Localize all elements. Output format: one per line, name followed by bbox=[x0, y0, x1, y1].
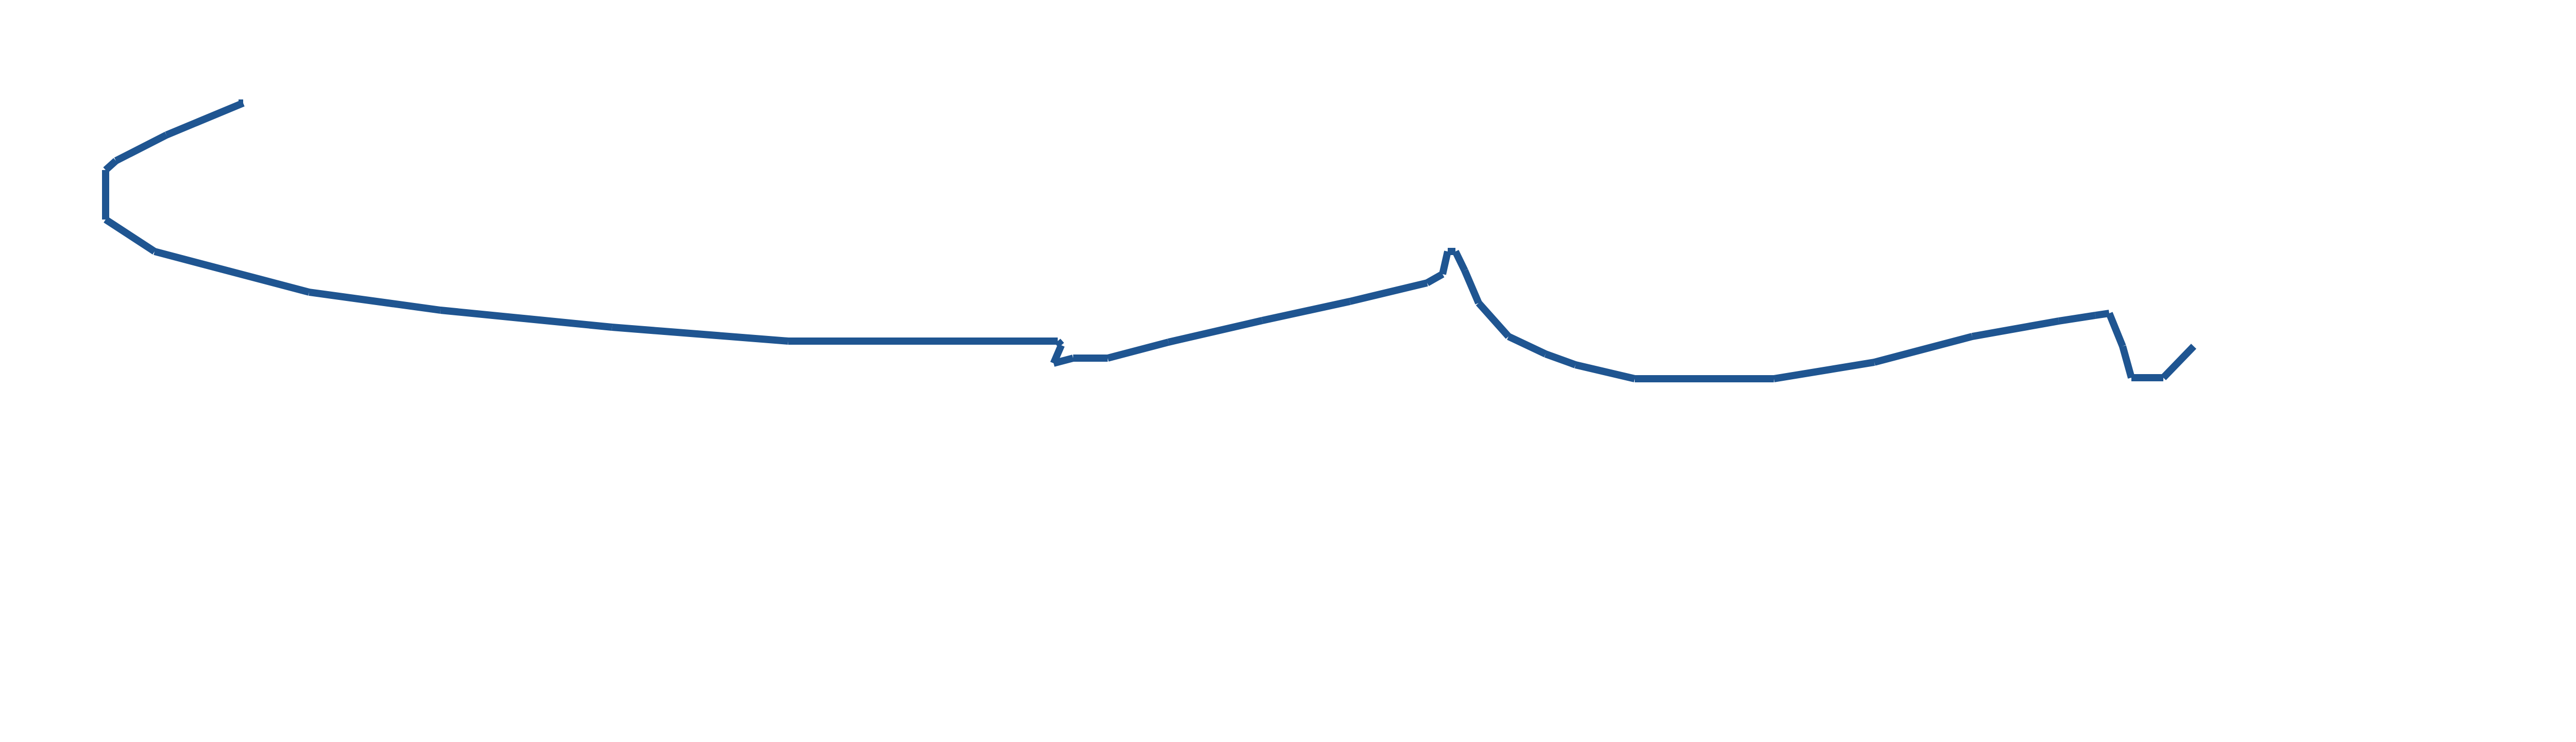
line-segment bbox=[1452, 249, 1468, 273]
line-segment bbox=[1971, 317, 2060, 340]
line-segment bbox=[1544, 350, 1577, 368]
line-segment bbox=[165, 99, 245, 139]
line-segment bbox=[1107, 339, 1170, 362]
line-segment bbox=[1425, 271, 1445, 286]
line-segment bbox=[612, 324, 789, 345]
line-segment bbox=[440, 307, 613, 331]
line-segment bbox=[104, 216, 157, 255]
line-segment bbox=[2094, 310, 2110, 319]
line-segment bbox=[1873, 333, 1973, 366]
line-segment bbox=[1461, 269, 1482, 305]
line-segment bbox=[2160, 344, 2197, 380]
line-segment bbox=[2106, 312, 2126, 348]
series-line bbox=[102, 99, 2197, 382]
line-segment bbox=[1507, 333, 1547, 358]
line-segment bbox=[1053, 355, 1074, 367]
line-segment bbox=[1349, 279, 1428, 305]
line-segment bbox=[2058, 312, 2096, 325]
line-segment bbox=[1439, 250, 1451, 275]
line-segment bbox=[1167, 317, 1263, 346]
line-segment bbox=[1773, 359, 1875, 382]
line-segment bbox=[1574, 361, 1636, 382]
line-segment bbox=[154, 248, 310, 296]
line-segment bbox=[1476, 300, 1512, 339]
line-segment bbox=[103, 158, 118, 173]
line-segment bbox=[1261, 298, 1351, 324]
line-segment bbox=[309, 289, 441, 314]
line-segment bbox=[114, 131, 168, 164]
line-segment bbox=[2119, 345, 2135, 379]
line-segment bbox=[1055, 339, 1064, 348]
